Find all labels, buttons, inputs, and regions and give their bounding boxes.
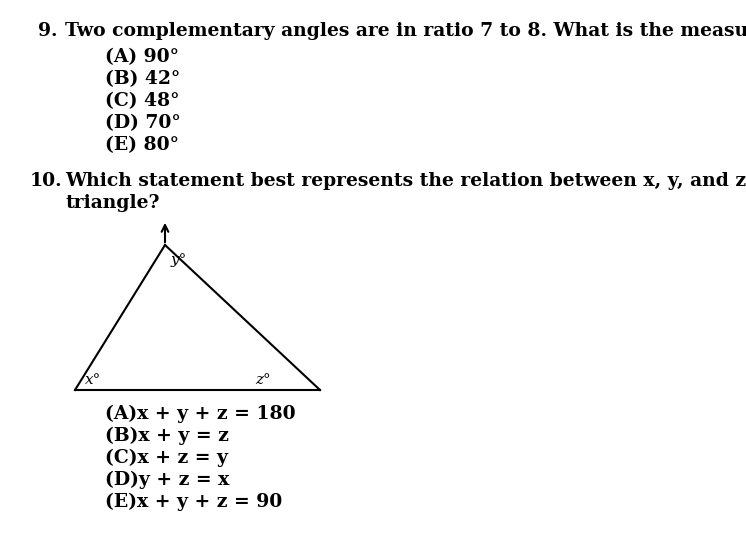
Text: (D)y + z = x: (D)y + z = x [105,471,229,489]
Text: x°: x° [85,373,101,387]
Text: 9.: 9. [38,22,57,40]
Text: (E)x + y + z = 90: (E)x + y + z = 90 [105,493,282,511]
Text: (D) 70°: (D) 70° [105,114,181,132]
Text: (E) 80°: (E) 80° [105,136,179,154]
Text: (B)x + y = z: (B)x + y = z [105,427,229,445]
Text: Which statement best represents the relation between x, y, and z in the followin: Which statement best represents the rela… [65,172,746,190]
Text: (C) 48°: (C) 48° [105,92,180,110]
Text: (C)x + z = y: (C)x + z = y [105,449,228,467]
Text: (A) 90°: (A) 90° [105,48,179,66]
Text: 10.: 10. [30,172,63,190]
Text: (B) 42°: (B) 42° [105,70,181,88]
Text: Two complementary angles are in ratio 7 to 8. What is the measure of the larger : Two complementary angles are in ratio 7 … [65,22,746,40]
Text: (A)x + y + z = 180: (A)x + y + z = 180 [105,405,295,423]
Text: triangle?: triangle? [65,194,160,212]
Text: y°: y° [171,253,187,267]
Text: z°: z° [255,373,271,387]
